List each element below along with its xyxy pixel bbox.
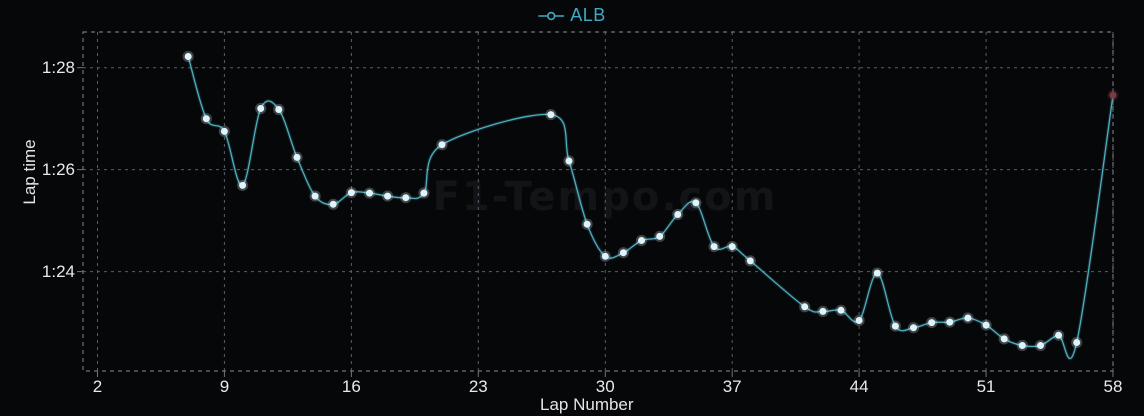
data-point-lap-21[interactable] bbox=[438, 141, 446, 149]
x-tick-label-16: 16 bbox=[341, 377, 361, 396]
x-tick-label-9: 9 bbox=[219, 377, 230, 396]
data-point-lap-17[interactable] bbox=[366, 189, 373, 197]
x-tick-label-44: 44 bbox=[849, 377, 869, 396]
data-point-lap-42[interactable] bbox=[819, 307, 827, 315]
x-tick-label-58: 58 bbox=[1103, 377, 1123, 396]
data-point-lap-13[interactable] bbox=[293, 153, 301, 161]
y-tick-label-1-28: 1:28 bbox=[41, 58, 75, 78]
data-point-lap-31[interactable] bbox=[619, 249, 627, 257]
data-point-lap-9[interactable] bbox=[220, 127, 228, 135]
data-point-lap-35[interactable] bbox=[692, 199, 700, 207]
data-point-lap-33[interactable] bbox=[656, 232, 664, 240]
x-tick-label-37: 37 bbox=[722, 377, 742, 396]
data-point-lap-43[interactable] bbox=[837, 306, 845, 314]
data-point-lap-51[interactable] bbox=[982, 321, 990, 329]
data-point-lap-14[interactable] bbox=[311, 192, 319, 200]
data-point-lap-50[interactable] bbox=[964, 314, 972, 322]
data-point-lap-38[interactable] bbox=[746, 257, 754, 265]
data-point-lap-30[interactable] bbox=[601, 252, 609, 260]
data-point-lap-47[interactable] bbox=[910, 324, 917, 332]
data-point-lap-54[interactable] bbox=[1037, 342, 1044, 349]
data-point-lap-18[interactable] bbox=[384, 192, 392, 200]
data-point-lap-41[interactable] bbox=[801, 303, 809, 311]
x-tick-label-2: 2 bbox=[92, 377, 103, 396]
y-tick-label-1-26: 1:26 bbox=[41, 160, 75, 180]
data-point-lap-56[interactable] bbox=[1073, 339, 1081, 346]
legend-item-alb[interactable]: ALB bbox=[538, 5, 606, 26]
data-point-lap-16[interactable] bbox=[347, 189, 355, 197]
x-tick-label-23: 23 bbox=[468, 377, 488, 396]
data-point-lap-15[interactable] bbox=[329, 200, 337, 208]
data-point-lap-19[interactable] bbox=[402, 194, 410, 202]
data-point-lap-55[interactable] bbox=[1055, 331, 1063, 339]
data-point-lap-28[interactable] bbox=[565, 157, 573, 165]
data-point-lap-8[interactable] bbox=[202, 115, 210, 123]
data-point-lap-12[interactable] bbox=[275, 106, 283, 113]
data-point-lap-20[interactable] bbox=[420, 189, 428, 197]
data-point-lap-44[interactable] bbox=[855, 317, 863, 324]
data-point-lap-37[interactable] bbox=[728, 243, 736, 251]
data-point-lap-34[interactable] bbox=[674, 211, 682, 218]
y-tick-label-1-24: 1:24 bbox=[41, 262, 75, 282]
data-point-lap-36[interactable] bbox=[710, 243, 718, 251]
data-point-lap-49[interactable] bbox=[946, 318, 954, 326]
data-point-lap-46[interactable] bbox=[891, 322, 899, 330]
data-point-lap-29[interactable] bbox=[583, 220, 591, 228]
x-axis-title: Lap Number bbox=[540, 395, 634, 414]
x-tick-label-30: 30 bbox=[595, 377, 615, 396]
data-point-lap-27[interactable] bbox=[547, 111, 555, 119]
x-tick-label-51: 51 bbox=[976, 377, 996, 396]
legend-label: ALB bbox=[570, 5, 606, 25]
data-point-lap-7[interactable] bbox=[184, 53, 192, 60]
data-point-lap-10[interactable] bbox=[239, 181, 247, 189]
data-point-lap-52[interactable] bbox=[1000, 335, 1008, 343]
data-point-lap-48[interactable] bbox=[928, 319, 936, 327]
data-point-lap-11[interactable] bbox=[257, 105, 265, 112]
watermark: F1-Tempo.com bbox=[433, 174, 778, 220]
data-point-lap-53[interactable] bbox=[1018, 342, 1026, 349]
data-point-lap-58[interactable] bbox=[1109, 91, 1117, 99]
legend-line-marker-icon bbox=[538, 11, 565, 20]
data-point-lap-32[interactable] bbox=[638, 237, 645, 244]
data-point-lap-45[interactable] bbox=[873, 269, 881, 277]
